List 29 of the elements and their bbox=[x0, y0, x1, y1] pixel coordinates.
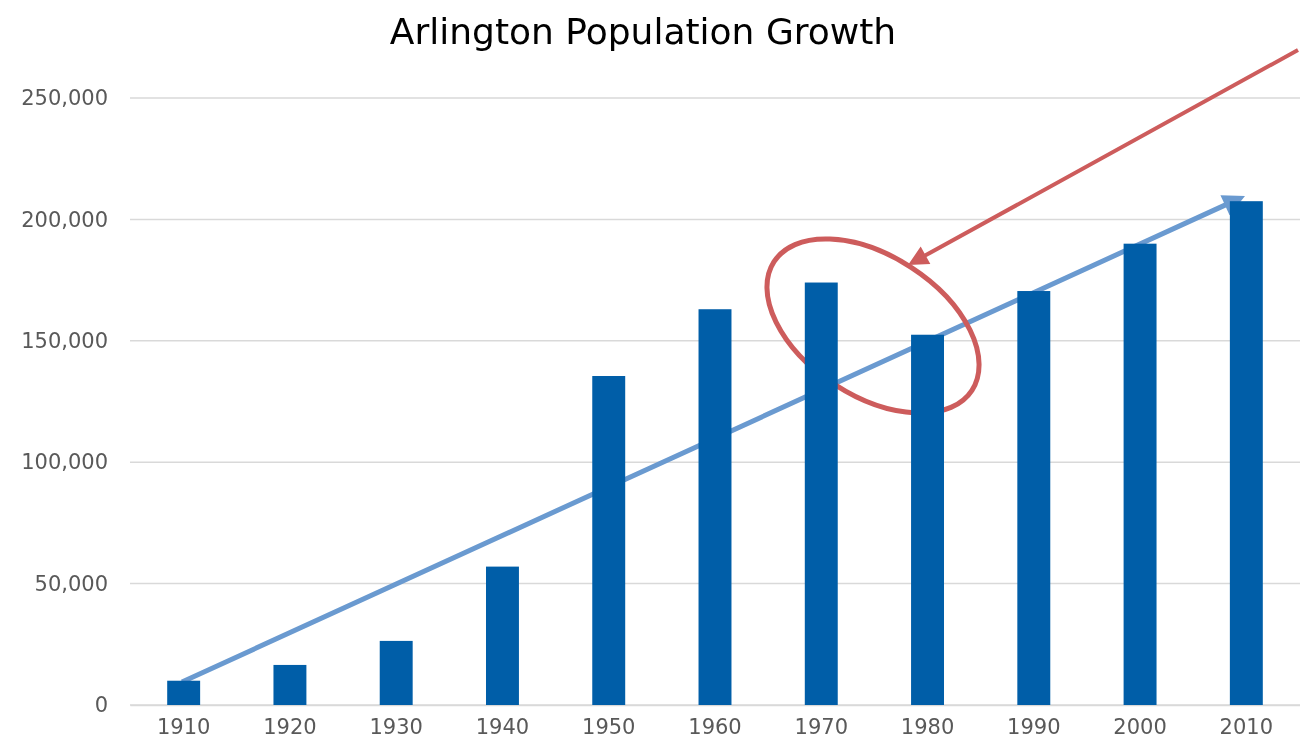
y-tick-label: 100,000 bbox=[21, 450, 108, 475]
bar bbox=[698, 309, 732, 705]
bar bbox=[486, 566, 519, 705]
x-tick-label: 1910 bbox=[156, 714, 211, 739]
y-tick-label: 150,000 bbox=[21, 329, 108, 354]
bar bbox=[804, 282, 838, 705]
bar bbox=[167, 680, 201, 705]
x-tick-label: 1950 bbox=[582, 714, 636, 739]
bar bbox=[592, 376, 626, 705]
bar bbox=[911, 334, 945, 705]
chart-title: Arlington Population Growth bbox=[389, 11, 897, 52]
x-tick-label: 1920 bbox=[263, 714, 317, 739]
x-tick-label: 2000 bbox=[1113, 714, 1167, 739]
x-tick-label: 1980 bbox=[900, 714, 955, 739]
bar bbox=[1017, 291, 1051, 705]
y-tick-label: 0 bbox=[94, 693, 108, 718]
y-tick-label: 50,000 bbox=[34, 571, 108, 596]
x-tick-label: 1940 bbox=[475, 714, 530, 739]
x-tick-label: 2010 bbox=[1219, 714, 1274, 739]
y-tick-label: 250,000 bbox=[21, 86, 108, 111]
bar bbox=[273, 664, 307, 705]
x-tick-label: 1960 bbox=[688, 714, 742, 739]
x-tick-label: 1990 bbox=[1007, 714, 1061, 739]
bar bbox=[1229, 201, 1263, 705]
bar bbox=[379, 640, 413, 705]
x-tick-label: 1930 bbox=[369, 714, 423, 739]
y-tick-label: 200,000 bbox=[21, 207, 108, 232]
bar bbox=[1123, 243, 1157, 705]
x-tick-label: 1970 bbox=[794, 714, 848, 739]
